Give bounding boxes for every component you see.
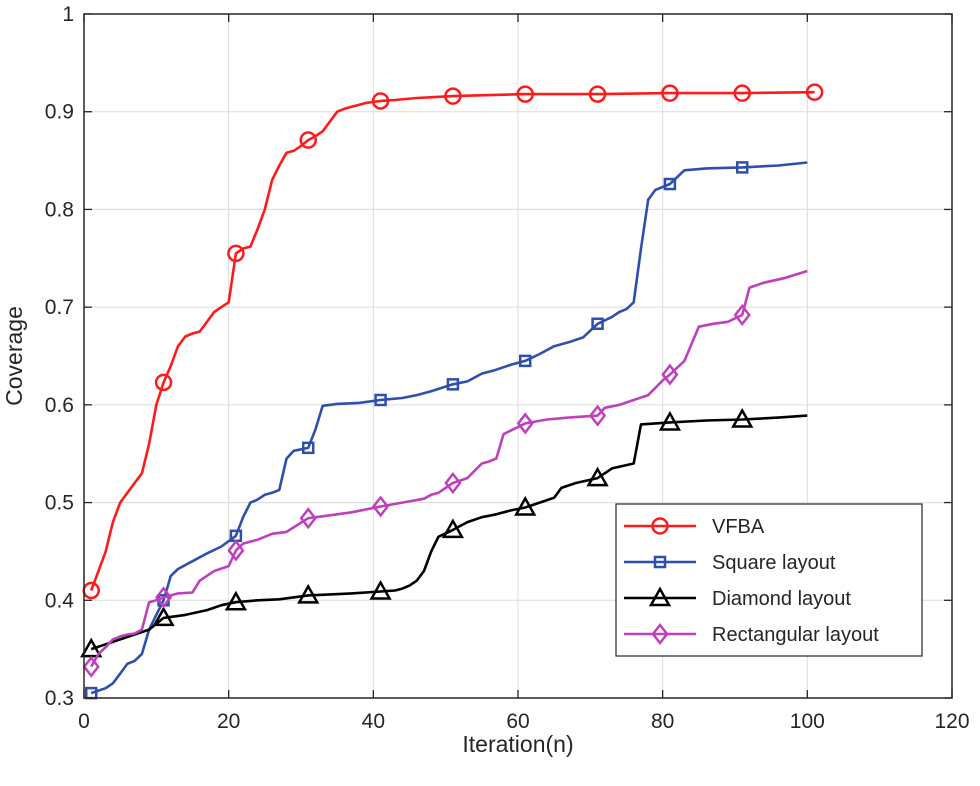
square-marker (518, 354, 532, 368)
diamond-marker (227, 539, 245, 562)
legend-square-marker (653, 555, 667, 569)
circle-marker (516, 85, 534, 103)
diamond-marker (154, 586, 173, 609)
x-tick-label: 120 (934, 710, 969, 733)
square-marker (663, 177, 677, 191)
legend-label: Square layout (712, 552, 836, 574)
square-marker (446, 378, 460, 391)
y-tick-label: 0.3 (45, 687, 74, 710)
diamond-marker (299, 507, 317, 530)
grid-lines (83, 13, 953, 699)
y-axis-label: Coverage (1, 306, 27, 406)
triangle-marker (514, 495, 537, 516)
x-axis-label: Iteration(n) (462, 731, 573, 757)
legend: VFBA Square layout Diamond layout Rectangul… (615, 503, 923, 657)
square-marker (374, 393, 387, 407)
diamond-marker (82, 655, 100, 678)
legend-diamond-marker (651, 622, 669, 646)
circle-marker (588, 85, 607, 103)
y-tick-label: 0.7 (45, 296, 74, 319)
x-tick-label: 0 (78, 710, 90, 733)
triangle-marker (297, 583, 320, 604)
series-line (90, 414, 808, 651)
circle-marker (299, 131, 317, 149)
diamond-marker (444, 471, 462, 495)
circle-marker (661, 84, 679, 102)
series-diamond-layout (80, 407, 808, 658)
square-marker (591, 317, 604, 331)
legend-triangle-marker (648, 586, 672, 607)
series-line (89, 90, 815, 591)
legend-label: Rectangular layout (712, 624, 879, 646)
data-series (80, 83, 824, 700)
x-tick-label: 20 (217, 710, 240, 733)
diamond-marker (661, 363, 679, 386)
series-vfba (82, 83, 824, 600)
diamond-marker (733, 303, 751, 326)
circle-marker (154, 373, 173, 392)
circle-marker (82, 581, 100, 600)
y-tick-label: 1 (62, 3, 74, 26)
triangle-marker (369, 579, 392, 600)
series-line (90, 269, 808, 668)
legend-entry: Rectangular layout (624, 622, 879, 646)
circle-marker (444, 87, 462, 105)
series-rectangular-layout (82, 269, 808, 678)
diamond-marker (516, 412, 534, 435)
axis-ticks: 0 20 40 60 80 100 120 0.3 0.4 0.5 0.6 0.7 0.8 0.9 1 (45, 3, 970, 733)
triangle-marker (224, 590, 248, 611)
x-tick-label: 100 (790, 710, 825, 733)
legend-label: Diamond layout (712, 588, 851, 610)
triangle-marker (731, 407, 754, 428)
y-tick-label: 0.4 (45, 589, 75, 612)
triangle-marker (441, 518, 465, 539)
diamond-marker (588, 404, 607, 427)
y-tick-label: 0.5 (45, 492, 74, 515)
square-marker (301, 441, 315, 455)
y-tick-label: 0.9 (45, 101, 74, 124)
legend-entry: Diamond layout (624, 586, 851, 610)
legend-label: VFBA (712, 516, 765, 538)
x-tick-label: 80 (651, 710, 674, 733)
legend-entry: Square layout (624, 552, 836, 574)
circle-marker (805, 83, 824, 101)
triangle-marker (586, 466, 609, 487)
legend-entry: VFBA (624, 516, 765, 538)
y-tick-label: 0.6 (45, 394, 74, 417)
y-tick-label: 0.8 (45, 198, 74, 221)
triangle-marker (658, 410, 682, 431)
circle-marker (227, 244, 245, 263)
legend-circle-marker (651, 517, 669, 535)
circle-marker (371, 92, 390, 110)
square-marker (735, 161, 749, 174)
x-tick-label: 40 (362, 710, 385, 733)
circle-marker (733, 84, 751, 102)
diamond-marker (371, 495, 390, 518)
x-tick-label: 60 (506, 710, 529, 733)
triangle-marker (152, 606, 175, 627)
